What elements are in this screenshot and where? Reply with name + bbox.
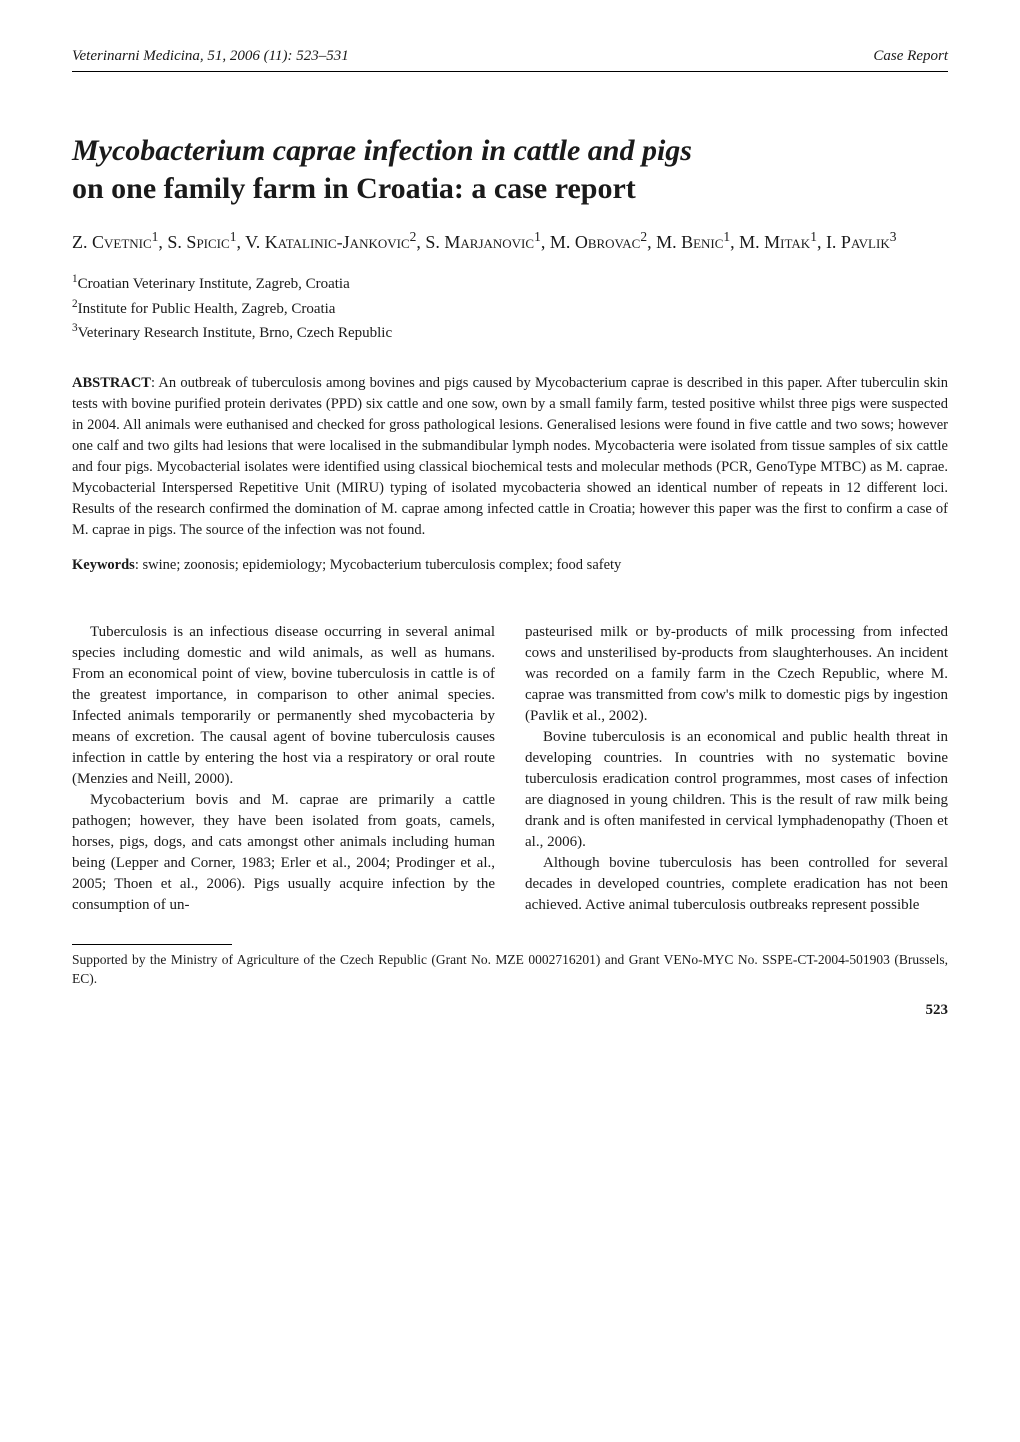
article-title: Mycobacterium caprae infection in cattle… <box>72 132 948 207</box>
body-columns: Tuberculosis is an infectious disease oc… <box>72 622 948 916</box>
keywords: Keywords: swine; zoonosis; epidemiology;… <box>72 557 948 574</box>
footnote: Supported by the Ministry of Agriculture… <box>72 951 948 989</box>
header-left: Veterinarni Medicina, 51, 2006 (11): 523… <box>72 48 349 65</box>
header-right: Case Report <box>873 48 948 65</box>
affiliations: 1Croatian Veterinary Institute, Zagreb, … <box>72 271 948 345</box>
body-paragraph: Mycobacterium bovis and M. caprae are pr… <box>72 790 495 916</box>
affiliation: 3Veterinary Research Institute, Brno, Cz… <box>72 320 948 345</box>
footnote-rule <box>72 944 232 945</box>
running-header: Veterinarni Medicina, 51, 2006 (11): 523… <box>72 48 948 72</box>
body-paragraph: Tuberculosis is an infectious disease oc… <box>72 622 495 790</box>
body-column-left: Tuberculosis is an infectious disease oc… <box>72 622 495 916</box>
abstract-label: ABSTRACT <box>72 375 151 391</box>
body-paragraph: Although bovine tuberculosis has been co… <box>525 853 948 916</box>
page-number: 523 <box>72 1002 948 1019</box>
authors: Z. Cvetnic1, S. Spicic1, V. Katalinic-Ja… <box>72 229 948 253</box>
affiliation: 2Institute for Public Health, Zagreb, Cr… <box>72 296 948 321</box>
title-line1: Mycobacterium caprae infection in cattle… <box>72 134 692 167</box>
abstract-text: : An outbreak of tuberculosis among bovi… <box>72 375 948 538</box>
keywords-text: : swine; zoonosis; epidemiology; Mycobac… <box>135 557 621 573</box>
abstract: ABSTRACT: An outbreak of tuberculosis am… <box>72 373 948 541</box>
keywords-label: Keywords <box>72 557 135 573</box>
title-line2: on one family farm in Croatia: a case re… <box>72 172 636 205</box>
affiliation: 1Croatian Veterinary Institute, Zagreb, … <box>72 271 948 296</box>
body-paragraph: pasteurised milk or by-products of milk … <box>525 622 948 727</box>
body-column-right: pasteurised milk or by-products of milk … <box>525 622 948 916</box>
body-paragraph: Bovine tuberculosis is an economical and… <box>525 727 948 853</box>
